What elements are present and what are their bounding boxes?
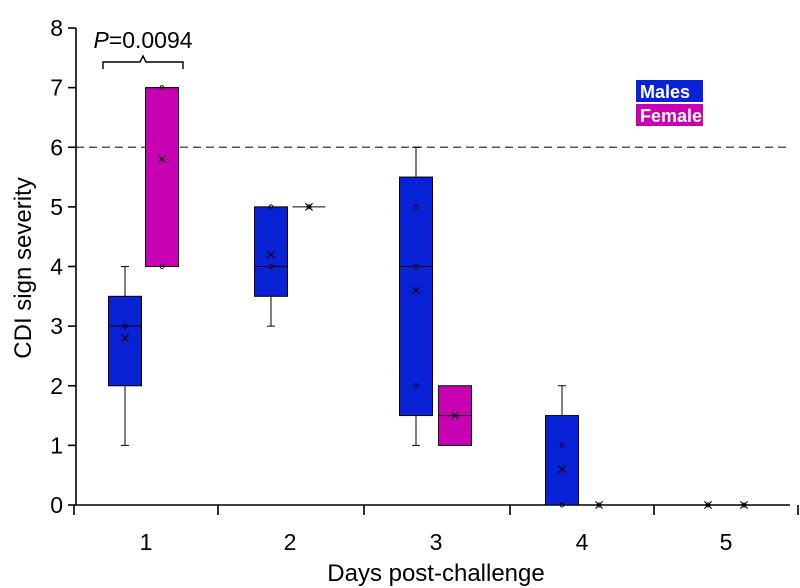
y-axis-title: CDI sign severity (10, 177, 37, 358)
mean-marker (704, 501, 712, 509)
legend-swatch (636, 80, 703, 102)
box-females-day-4 (595, 501, 603, 509)
box-males-day-5 (704, 501, 712, 509)
mean-marker (158, 155, 166, 164)
x-ticks: 1 2 3 4 5 (73, 505, 799, 555)
mean-marker (412, 286, 420, 295)
data-point (122, 323, 128, 329)
mean-marker (740, 501, 748, 509)
data-point (741, 502, 747, 508)
legend-item-females: Females (636, 104, 712, 126)
mean-marker (121, 334, 129, 343)
box-body (399, 176, 433, 417)
box-series (108, 85, 748, 509)
mean-marker (595, 501, 603, 509)
p-value-annotation: P=0.0094 (93, 27, 193, 69)
box-females-day-2 (292, 202, 326, 211)
data-point (159, 264, 165, 269)
box-females-day-5 (740, 501, 748, 509)
data-point (413, 383, 419, 389)
y-tick-label: 6 (50, 134, 63, 160)
x-tick-label: 3 (430, 529, 443, 555)
data-point (268, 204, 274, 210)
mean-marker (451, 411, 459, 420)
p-number: =0.0094 (109, 27, 193, 53)
box-females-day-3 (438, 385, 472, 446)
legend-item-males: Males (636, 80, 703, 102)
x-tick-label: 2 (284, 529, 297, 555)
data-point (268, 264, 274, 269)
data-point (559, 442, 565, 448)
box-body (545, 415, 579, 506)
y-tick-label: 8 (50, 15, 63, 41)
significance-bracket (102, 54, 184, 69)
y-tick-label: 2 (50, 373, 63, 399)
legend: Males Females (636, 80, 712, 126)
mean-marker (305, 202, 313, 211)
series-females (145, 85, 748, 509)
y-tick-label: 7 (50, 75, 63, 101)
legend-label: Males (640, 82, 690, 102)
y-tick-label: 0 (50, 492, 63, 518)
box-females-day-1 (145, 85, 179, 269)
mean-marker (267, 250, 275, 259)
x-tick-label: 5 (720, 529, 733, 555)
y-tick-label: 3 (50, 313, 63, 339)
box-body (145, 87, 179, 267)
p-symbol: P (93, 27, 109, 53)
y-tick-label: 4 (50, 254, 63, 280)
y-tick-label: 5 (50, 194, 63, 220)
box-males-day-4 (545, 385, 579, 508)
y-tick-label: 1 (50, 432, 63, 458)
data-point (413, 204, 419, 210)
y-ticks: 0 1 2 3 4 5 6 7 8 (50, 15, 76, 518)
box-body (108, 295, 142, 387)
box-males-day-1 (108, 266, 142, 446)
data-point (413, 264, 419, 269)
data-point (159, 85, 165, 91)
data-point (559, 502, 565, 508)
box-body (254, 206, 288, 297)
legend-swatch (636, 104, 703, 126)
mean-marker (558, 465, 566, 474)
x-axis-title: Days post-challenge (327, 560, 544, 587)
series-males (108, 146, 712, 509)
data-point (596, 502, 602, 508)
x-tick-label: 1 (140, 529, 153, 555)
legend-label: Females (640, 106, 712, 126)
p-value-label: P=0.0094 (93, 27, 192, 53)
box-males-day-3 (399, 146, 433, 446)
box-males-day-2 (254, 204, 288, 327)
data-point (306, 204, 312, 210)
x-tick-label: 4 (576, 529, 589, 555)
data-point (705, 502, 711, 508)
